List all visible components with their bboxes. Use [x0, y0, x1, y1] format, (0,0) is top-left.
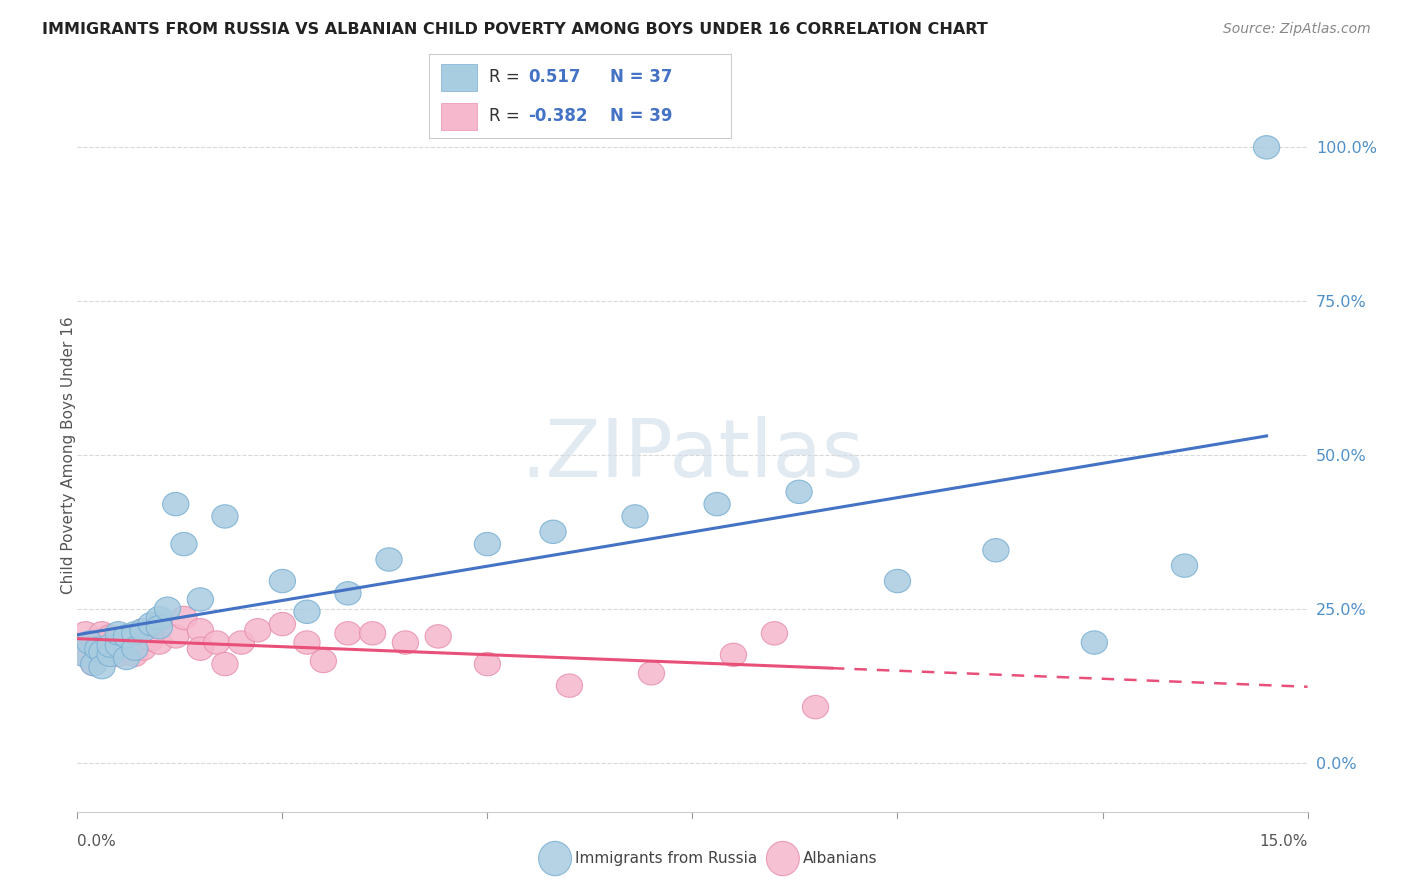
- Ellipse shape: [146, 613, 173, 636]
- Text: -0.382: -0.382: [529, 107, 588, 125]
- Ellipse shape: [172, 607, 197, 630]
- Ellipse shape: [155, 597, 181, 621]
- Ellipse shape: [89, 640, 115, 664]
- Ellipse shape: [803, 696, 828, 719]
- Ellipse shape: [983, 539, 1010, 562]
- Ellipse shape: [122, 637, 148, 660]
- Ellipse shape: [114, 637, 139, 660]
- Ellipse shape: [84, 637, 111, 660]
- Ellipse shape: [538, 841, 571, 876]
- FancyBboxPatch shape: [441, 63, 477, 91]
- Ellipse shape: [89, 640, 115, 664]
- Ellipse shape: [335, 622, 361, 645]
- Ellipse shape: [187, 637, 214, 660]
- Ellipse shape: [129, 618, 156, 642]
- Ellipse shape: [146, 615, 173, 639]
- Ellipse shape: [392, 631, 419, 654]
- Ellipse shape: [105, 634, 132, 657]
- Ellipse shape: [80, 652, 107, 676]
- Ellipse shape: [557, 674, 582, 698]
- Ellipse shape: [138, 628, 165, 651]
- Text: R =: R =: [489, 107, 520, 125]
- Ellipse shape: [114, 624, 139, 648]
- Ellipse shape: [146, 607, 173, 630]
- Ellipse shape: [76, 631, 103, 654]
- Ellipse shape: [73, 622, 98, 645]
- Ellipse shape: [212, 505, 238, 528]
- Ellipse shape: [146, 631, 173, 654]
- Ellipse shape: [114, 646, 139, 670]
- Ellipse shape: [762, 622, 787, 645]
- Ellipse shape: [720, 643, 747, 666]
- Ellipse shape: [884, 569, 911, 592]
- Text: .ZIPatlas: .ZIPatlas: [520, 416, 865, 494]
- Ellipse shape: [1171, 554, 1198, 577]
- Ellipse shape: [1254, 136, 1279, 159]
- Ellipse shape: [766, 841, 799, 876]
- Text: 0.0%: 0.0%: [77, 834, 117, 849]
- Y-axis label: Child Poverty Among Boys Under 16: Child Poverty Among Boys Under 16: [62, 316, 76, 594]
- Ellipse shape: [621, 505, 648, 528]
- Ellipse shape: [138, 613, 165, 636]
- Ellipse shape: [375, 548, 402, 571]
- Ellipse shape: [212, 652, 238, 676]
- Ellipse shape: [638, 662, 665, 685]
- Text: R =: R =: [489, 69, 520, 87]
- Text: Albanians: Albanians: [803, 851, 877, 866]
- Ellipse shape: [425, 624, 451, 648]
- Ellipse shape: [89, 622, 115, 645]
- Ellipse shape: [80, 652, 107, 676]
- Text: 15.0%: 15.0%: [1260, 834, 1308, 849]
- Text: 0.517: 0.517: [529, 69, 581, 87]
- Ellipse shape: [76, 646, 103, 670]
- Ellipse shape: [187, 588, 214, 611]
- Ellipse shape: [270, 613, 295, 636]
- Ellipse shape: [89, 656, 115, 679]
- Ellipse shape: [122, 643, 148, 666]
- Ellipse shape: [105, 622, 132, 645]
- Ellipse shape: [105, 643, 132, 666]
- Ellipse shape: [294, 600, 321, 624]
- Ellipse shape: [474, 652, 501, 676]
- Ellipse shape: [70, 643, 97, 666]
- Ellipse shape: [786, 480, 813, 503]
- Ellipse shape: [704, 492, 730, 516]
- Text: N = 37: N = 37: [610, 69, 672, 87]
- Ellipse shape: [97, 634, 124, 657]
- Ellipse shape: [360, 622, 385, 645]
- Text: Source: ZipAtlas.com: Source: ZipAtlas.com: [1223, 22, 1371, 37]
- Ellipse shape: [122, 622, 148, 645]
- Ellipse shape: [97, 624, 124, 648]
- Ellipse shape: [129, 637, 156, 660]
- Ellipse shape: [97, 643, 124, 666]
- Ellipse shape: [311, 649, 336, 673]
- Ellipse shape: [540, 520, 567, 543]
- Ellipse shape: [245, 618, 271, 642]
- Ellipse shape: [69, 634, 94, 657]
- Text: IMMIGRANTS FROM RUSSIA VS ALBANIAN CHILD POVERTY AMONG BOYS UNDER 16 CORRELATION: IMMIGRANTS FROM RUSSIA VS ALBANIAN CHILD…: [42, 22, 988, 37]
- Ellipse shape: [129, 618, 156, 642]
- Ellipse shape: [80, 631, 107, 654]
- Text: N = 39: N = 39: [610, 107, 672, 125]
- Ellipse shape: [204, 631, 231, 654]
- Ellipse shape: [105, 628, 132, 651]
- FancyBboxPatch shape: [441, 103, 477, 130]
- Text: Immigrants from Russia: Immigrants from Russia: [575, 851, 758, 866]
- Ellipse shape: [187, 618, 214, 642]
- Ellipse shape: [172, 533, 197, 556]
- Ellipse shape: [163, 624, 188, 648]
- Ellipse shape: [294, 631, 321, 654]
- Ellipse shape: [1081, 631, 1108, 654]
- Ellipse shape: [163, 492, 188, 516]
- Ellipse shape: [270, 569, 295, 592]
- Ellipse shape: [474, 533, 501, 556]
- Ellipse shape: [228, 631, 254, 654]
- Ellipse shape: [335, 582, 361, 605]
- Ellipse shape: [122, 631, 148, 654]
